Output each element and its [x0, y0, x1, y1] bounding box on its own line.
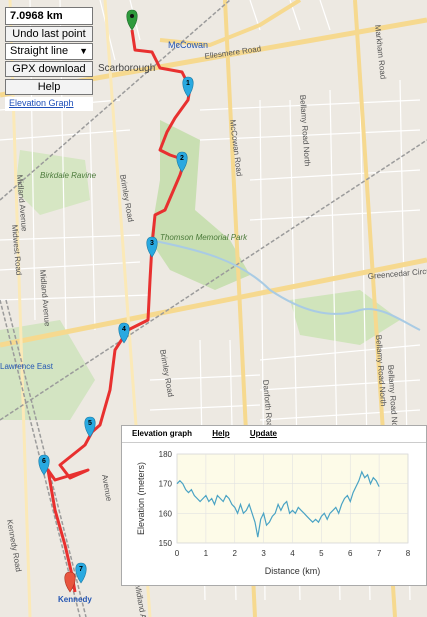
map-label-lawrence-east: Lawrence East [0, 362, 54, 371]
marker-start[interactable] [126, 9, 138, 31]
map-label-mccowan-top: McCowan [168, 40, 208, 50]
marker-4[interactable]: 4 [118, 322, 130, 344]
x-tick-label: 6 [348, 549, 353, 558]
elevation-panel-title: Elevation graph [132, 429, 193, 438]
marker-3-label: 3 [150, 240, 154, 247]
elevation-series-line [176, 470, 380, 538]
map-label-kennedy-station: Kennedy [58, 595, 92, 604]
y-tick-label: 180 [159, 450, 173, 459]
marker-5[interactable]: 5 [84, 416, 96, 438]
chevron-down-icon: ▼ [79, 46, 88, 56]
marker-1[interactable]: 1 [182, 76, 194, 98]
marker-2[interactable]: 2 [176, 151, 188, 173]
x-tick-label: 3 [261, 549, 266, 558]
x-tick-label: 0 [175, 549, 180, 558]
x-tick-label: 1 [204, 549, 209, 558]
marker-3[interactable]: 3 [146, 236, 158, 258]
marker-7[interactable]: 7 [75, 562, 87, 584]
x-axis-label: Distance (km) [265, 566, 321, 576]
x-tick-label: 8 [406, 549, 411, 558]
marker-2-label: 2 [180, 155, 184, 162]
route-mode-select[interactable]: Straight line ▼ [5, 43, 93, 60]
marker-7-label: 7 [79, 566, 83, 573]
elevation-panel: Elevation graph Help Update 150 160 170 180… [121, 425, 427, 586]
y-tick-label: 160 [159, 509, 173, 518]
marker-4-label: 4 [122, 326, 126, 333]
y-axis-label: Elevation (meters) [136, 462, 146, 535]
y-tick-label: 170 [159, 480, 173, 489]
park-area [15, 150, 90, 215]
river [149, 239, 421, 331]
x-tick-label: 5 [319, 549, 324, 558]
route-markers: 1 2 3 4 5 6 7 [38, 9, 194, 593]
undo-last-point-button[interactable]: Undo last point [5, 26, 93, 42]
elevation-help-link[interactable]: Help [212, 429, 230, 438]
route-mode-value: Straight line [10, 45, 69, 57]
park-area [290, 290, 400, 345]
marker-end[interactable] [64, 571, 76, 593]
elevation-chart: 150 160 170 180 0 1 2 3 4 5 6 7 8 Distance (km) Elevat… [136, 450, 411, 576]
map-label-scarborough: Scarborough [98, 63, 155, 74]
elevation-panel-header: Elevation graph Help Update [122, 426, 426, 443]
elevation-graph-link[interactable]: Elevation Graph [5, 97, 93, 111]
map-label-midwest: Midwest Road [10, 224, 23, 275]
gpx-download-button[interactable]: GPX download [5, 61, 93, 77]
marker-5-label: 5 [88, 420, 92, 427]
x-tick-label: 7 [377, 549, 382, 558]
x-tick-label: 2 [233, 549, 238, 558]
park-area [150, 120, 250, 290]
marker-1-label: 1 [186, 80, 190, 87]
map-label-thomson: Thomson Memorial Park [160, 233, 248, 242]
y-tick-label: 150 [159, 539, 173, 548]
help-button[interactable]: Help [5, 79, 93, 95]
map-label-birkdale: Birkdale Ravine [40, 171, 97, 180]
marker-6-label: 6 [42, 458, 46, 465]
distance-readout: 7.0968 km [5, 7, 93, 25]
x-tick-label: 4 [290, 549, 295, 558]
elevation-update-link[interactable]: Update [249, 429, 277, 438]
marker-6[interactable]: 6 [38, 454, 50, 476]
